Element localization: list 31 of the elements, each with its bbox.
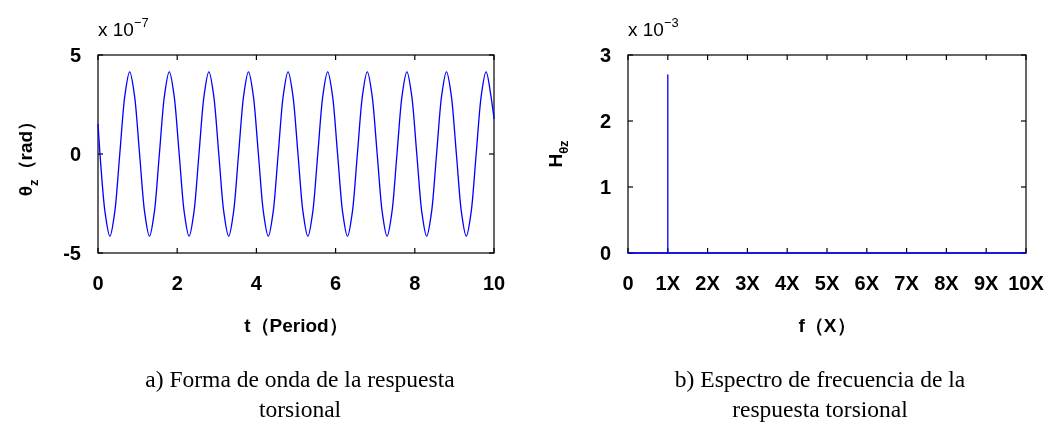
y-tick-label: 3	[599, 44, 611, 66]
text: x 10$^{−7}$	[98, 15, 149, 40]
x-tick-label: 4	[250, 272, 263, 294]
y-tick-label: 0	[599, 242, 611, 264]
x-tick-label: 4X	[774, 272, 801, 294]
x-tick-label: 10	[482, 272, 506, 294]
x-tick-label: 0	[92, 272, 104, 294]
x-tick-label: 2	[171, 272, 183, 294]
text: a) Forma de onda de la respuesta torsional	[144, 365, 456, 424]
line-series	[97, 71, 495, 237]
x-tick-label: 8	[409, 272, 421, 294]
x-tick-label: 2X	[695, 272, 721, 294]
x-tick-label: 6X	[854, 272, 880, 294]
text: b) Espectro de frecuencia de la respuesta torsional	[673, 365, 967, 424]
y-tick-label: 5	[69, 44, 81, 66]
y-tick-label: 2	[599, 110, 611, 132]
x-tick-label: 6	[330, 272, 342, 294]
x-tick-label: 5X	[814, 272, 840, 294]
x-tick-label: 8X	[934, 272, 960, 294]
y-tick-label: -5	[63, 242, 81, 264]
x-tick-label: 10X	[1008, 272, 1045, 294]
y-tick-label: 1	[599, 176, 611, 198]
text: x 10$^{−3}$	[628, 15, 679, 40]
x-tick-label: 3X	[735, 272, 761, 294]
y-tick-label: 0	[69, 143, 81, 165]
x-tick-label: 9X	[973, 272, 1000, 294]
x-tick-label: 0	[622, 272, 634, 294]
x-tick-label: 1X	[655, 272, 681, 294]
x-axis-title: t（Period）	[244, 315, 348, 336]
x-tick-label: 7X	[894, 272, 920, 294]
x-axis-title: f（X）	[798, 315, 856, 336]
